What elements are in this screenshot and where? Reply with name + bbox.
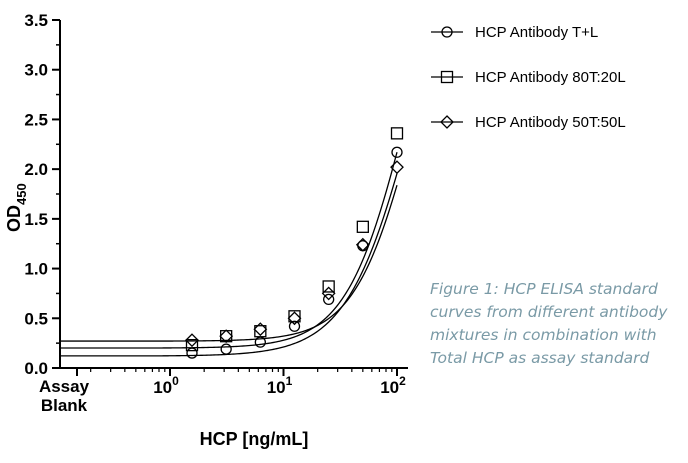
x-axis-title: HCP [ng/mL] — [200, 429, 309, 449]
x-blank-label-line-1: Assay — [39, 377, 90, 396]
fit-curve-series-1 — [61, 173, 398, 357]
legend-entry-2: HCP Antibody 80T:20L — [431, 69, 626, 86]
y-tick-label: 1.5 — [24, 210, 48, 229]
x-tick-label: 100 — [153, 374, 179, 397]
data-point-series-1 — [391, 146, 403, 158]
y-tick-label: 2.5 — [24, 110, 48, 129]
data-point-series-2 — [288, 310, 301, 323]
data-point-series-2 — [390, 127, 404, 140]
legend-entry-3: HCP Antibody 50T:50L — [431, 114, 626, 131]
data-point-series-3 — [321, 286, 336, 301]
data-point-series-1 — [323, 293, 335, 306]
data-point-series-1 — [220, 343, 232, 355]
x-blank-label-line-2: Blank — [41, 396, 88, 415]
data-point-series-3 — [390, 160, 404, 175]
axes: 0.0 0.5 1.0 1.5 2.0 2.5 3.0 3.5 100 101 102 AssayBl… — [4, 11, 408, 449]
data-point-series-3 — [355, 237, 370, 252]
data-point-series-2 — [356, 220, 369, 233]
y-tick-label: 3.0 — [24, 61, 48, 80]
fit-curve-series-2 — [61, 151, 398, 349]
figure-caption: Figure 1: HCP ELISA standard curves from… — [430, 278, 685, 370]
data-point-series-2 — [254, 325, 267, 338]
y-tick-label: 0.0 — [24, 359, 48, 378]
x-tick-label: 102 — [380, 374, 406, 397]
caption-line-3: mixtures in combination with — [430, 326, 657, 344]
data-point-series-3 — [287, 311, 302, 326]
data-point-series-3 — [185, 333, 199, 348]
legend-label-2: HCP Antibody 80T:20L — [475, 69, 626, 86]
y-tick-label: 1.0 — [24, 260, 48, 279]
y-tick-label: 0.5 — [24, 309, 48, 328]
legend-label-3: HCP Antibody 50T:50L — [475, 114, 626, 131]
caption-line-1: Figure 1: HCP ELISA standard — [430, 280, 658, 298]
fit-curves — [61, 151, 398, 357]
data-point-series-3 — [253, 322, 268, 337]
y-tick-label: 2.0 — [24, 160, 48, 179]
legend: HCP Antibody T+L HCP Antibody 80T:20L HCP … — [431, 24, 626, 131]
legend-marker-square — [440, 70, 454, 84]
data-point-series-2 — [185, 338, 199, 352]
data-point-series-1 — [186, 347, 198, 359]
data-point-series-2 — [322, 280, 335, 293]
fit-curve-series-3 — [61, 184, 398, 342]
legend-marker-diamond — [440, 115, 454, 129]
caption-line-2: curves from different antibody — [430, 303, 668, 321]
legend-label-1: HCP Antibody T+L — [475, 24, 598, 41]
data-point-series-1 — [288, 320, 301, 332]
legend-entry-1: HCP Antibody T+L — [431, 24, 598, 41]
data-point-series-3 — [219, 329, 234, 344]
data-points — [185, 127, 404, 359]
legend-marker-circle — [441, 26, 453, 38]
caption-line-4: Total HCP as assay standard — [430, 349, 650, 367]
y-axis-title: OD450 — [4, 183, 29, 232]
y-tick-label: 3.5 — [24, 11, 48, 30]
x-tick-label: 101 — [267, 374, 293, 397]
